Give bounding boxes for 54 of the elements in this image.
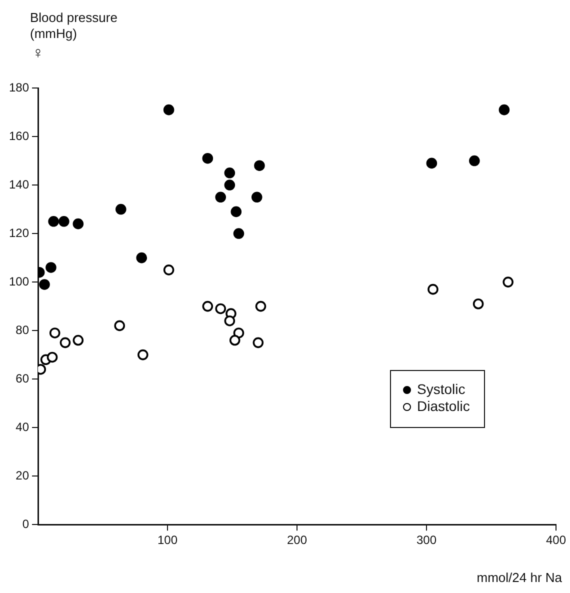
legend-label: Diastolic [417,398,470,415]
point [72,334,84,346]
point [252,337,264,348]
point [502,276,514,288]
point [233,228,244,239]
y-tick-label: 20 [16,468,30,482]
y-tick-label: 0 [22,516,30,531]
point [472,298,484,310]
point [72,218,84,230]
point [60,337,71,348]
point [49,328,60,338]
point [58,216,70,227]
point [215,192,226,203]
point [202,152,214,164]
point [426,158,438,169]
point [163,264,174,276]
point [215,303,226,314]
point [163,104,174,116]
point [114,320,126,332]
y-tick-label: 160 [8,128,30,143]
x-tick-label: 400 [546,533,566,548]
point [469,155,480,166]
y-tick-label: 180 [8,80,30,94]
y-tick-label: 80 [16,322,30,337]
point [230,206,242,218]
legend-label: Systolic [417,381,466,398]
x-axis-title: mmol/24 hr Na [476,570,562,585]
point [202,300,214,312]
point [116,204,126,215]
point [46,352,58,363]
point [39,279,50,290]
point [498,104,510,116]
x-tick-label: 100 [158,533,178,548]
y-tick-label: 100 [8,274,30,288]
point [255,300,266,312]
point [48,216,59,227]
point [46,262,56,273]
point [136,252,148,264]
point [251,192,262,203]
y-axis-title: Blood pressure (mmHg) [30,10,118,42]
y-tick-label: 120 [8,226,30,240]
point [254,160,265,172]
point [224,315,236,326]
y-tick-label: 60 [16,371,30,386]
point [138,349,148,360]
point [224,167,236,178]
point [224,180,236,190]
text: ♀ [32,45,44,63]
point [229,334,240,346]
y-tick-label: 40 [16,420,30,434]
y-tick-label: 140 [8,177,30,192]
x-tick-label: 300 [416,533,437,548]
x-tick-label: 200 [286,533,308,548]
point [428,284,438,295]
